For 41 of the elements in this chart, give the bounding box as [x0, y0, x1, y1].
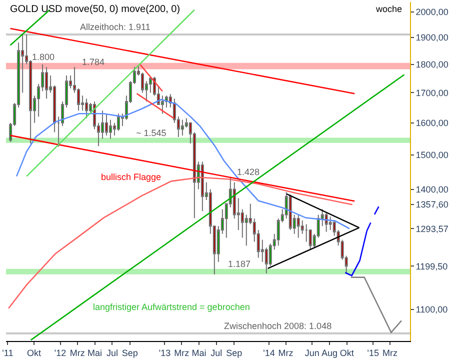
x-tick-label: Okt — [340, 348, 354, 358]
annotation: Allzeithoch: 1.911 — [80, 22, 150, 32]
x-tick-label: Mrz — [174, 348, 190, 358]
annotation: ~ 1.545 — [136, 128, 166, 138]
y-tick-label: 1600,00 — [416, 118, 448, 128]
x-tick-label: Mai — [192, 348, 206, 358]
x-tick-label: Mrz — [70, 348, 86, 358]
x-tick-label: Okt — [26, 348, 42, 358]
chart-title: GOLD USD move(50, 0) move(200, 0) — [10, 4, 180, 15]
y-tick-label: 1100,00 — [416, 304, 448, 314]
annotation: bullisch Flagge — [101, 172, 162, 182]
y-tick-label: 1700,00 — [416, 88, 448, 98]
x-tick-label: Jul — [210, 348, 222, 358]
annotation: 1.800 — [32, 52, 55, 62]
annotation: langfristiger Aufwärtstrend = gebrochen — [93, 302, 250, 312]
y-tick-label: 1357,60 — [416, 200, 448, 210]
y-tick-label: 1500,00 — [416, 150, 448, 160]
annotation: woche — [375, 4, 402, 14]
x-tick-label: Sep — [122, 348, 138, 358]
annotation: Zwischenhoch 2008: 1.048 — [224, 321, 332, 331]
annotation: 1.784 — [82, 57, 105, 67]
x-tick-label: Mai — [88, 348, 102, 358]
y-tick-label: 1199,50 — [416, 261, 448, 272]
x-tick-label: Mrz — [382, 348, 398, 358]
x-tick-label: '15 — [367, 348, 380, 358]
x-tick-label: Sep — [226, 348, 242, 358]
x-tick-label: Jul — [106, 348, 118, 358]
x-tick-label: Aug — [321, 348, 338, 358]
y-tick-label: 1900,00 — [416, 32, 448, 43]
x-tick-label: '11 — [2, 348, 14, 358]
y-tick-label: 1800,00 — [416, 59, 448, 70]
y-tick-label: 1400,00 — [416, 184, 448, 194]
x-tick-label: '12 — [54, 348, 66, 358]
annotation: 1.187 — [228, 259, 251, 269]
y-tick-label: 2000,00 — [416, 7, 448, 17]
x-tick-label: '14 — [263, 348, 275, 358]
x-tick-label: Jun — [304, 348, 320, 358]
y-tick-label: 1293,57 — [416, 224, 448, 234]
x-tick-label: Mrz — [278, 348, 294, 358]
x-tick-label: '13 — [158, 348, 171, 358]
annotation: 1.428 — [237, 167, 260, 177]
